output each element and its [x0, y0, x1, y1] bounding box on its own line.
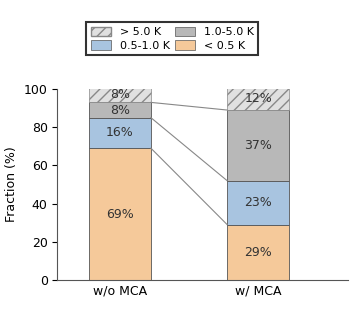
Bar: [89, 148, 151, 280]
Bar: [227, 87, 289, 110]
Text: 23%: 23%: [244, 196, 272, 209]
Bar: [227, 110, 289, 181]
Text: 37%: 37%: [244, 139, 272, 152]
Bar: [227, 181, 289, 225]
Bar: [89, 102, 151, 118]
Y-axis label: Fraction (%): Fraction (%): [5, 147, 18, 222]
Text: 12%: 12%: [244, 92, 272, 105]
Text: 8%: 8%: [110, 104, 130, 116]
Text: 16%: 16%: [106, 127, 134, 139]
Bar: [227, 225, 289, 280]
Bar: [89, 118, 151, 148]
Text: 69%: 69%: [106, 208, 134, 220]
Text: 8%: 8%: [110, 88, 130, 101]
Legend: > 5.0 K, 0.5-1.0 K, 1.0-5.0 K, < 0.5 K: > 5.0 K, 0.5-1.0 K, 1.0-5.0 K, < 0.5 K: [86, 22, 258, 55]
Bar: [89, 87, 151, 102]
Text: 29%: 29%: [244, 246, 272, 259]
